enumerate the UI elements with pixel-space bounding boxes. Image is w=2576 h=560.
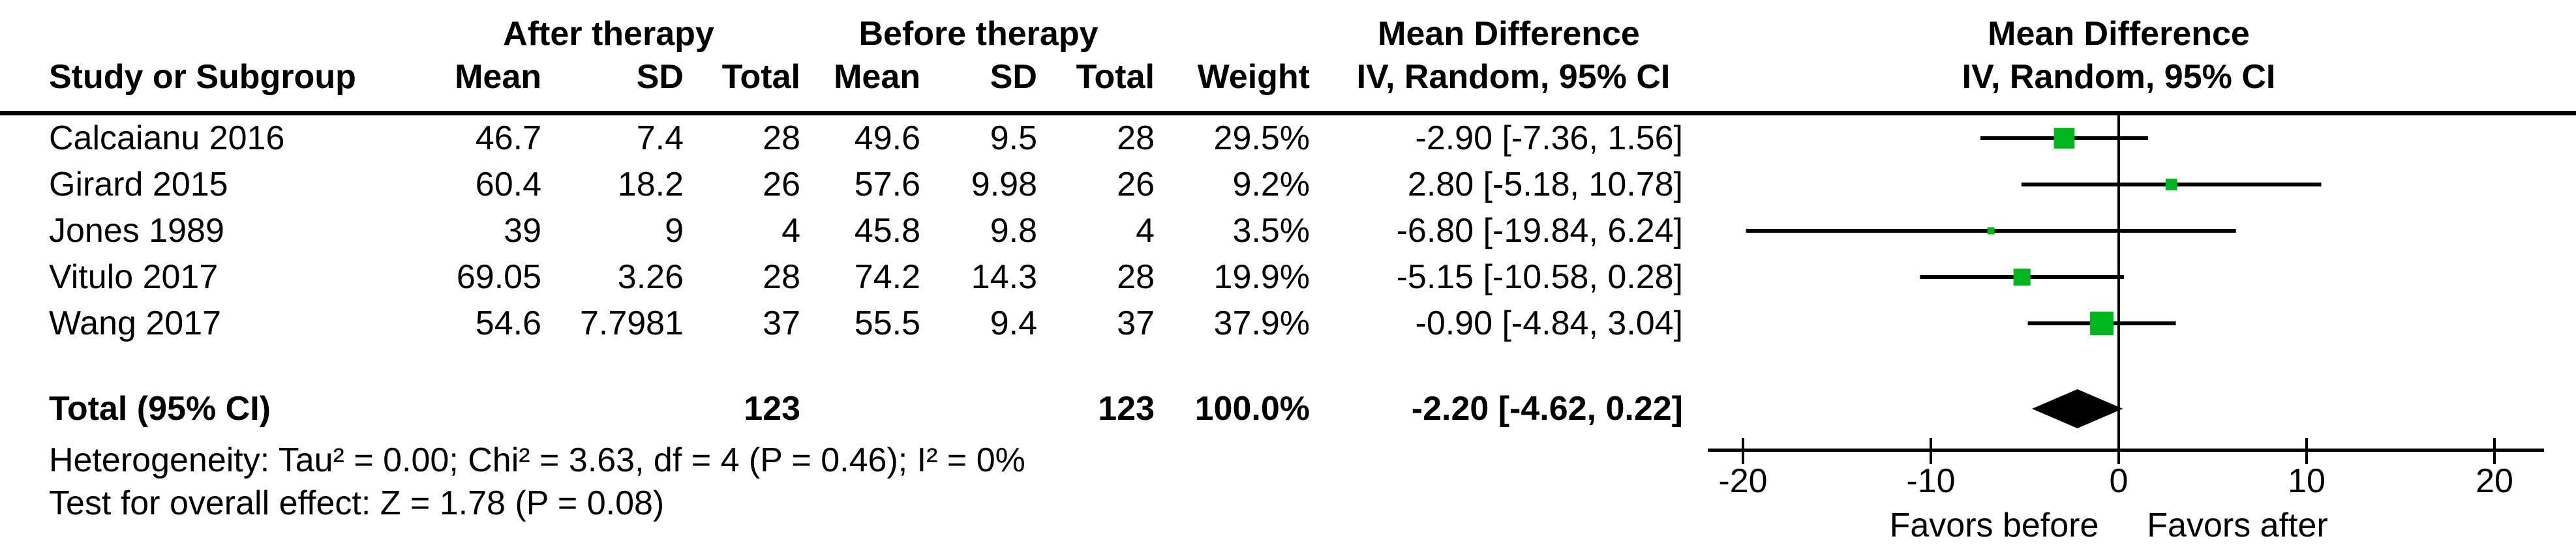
study-row-before-total: 26	[1117, 166, 1155, 203]
study-row-ci-text: -6.80 [-19.84, 6.24]	[1396, 212, 1683, 250]
plot-header-ci: IV, Random, 95% CI	[1962, 58, 2276, 96]
study-row-after-total: 4	[781, 212, 800, 250]
col-header-weight: Weight	[1197, 58, 1310, 96]
total-diamond	[2031, 389, 2123, 428]
study-row-before-total: 4	[1136, 212, 1155, 250]
study-row-before-total: 28	[1117, 258, 1155, 296]
study-row-before-sd: 9.5	[990, 119, 1037, 157]
total-ci-text: -2.20 [-4.62, 0.22]	[1411, 390, 1683, 428]
axis-tick-mark	[2117, 438, 2120, 464]
total-row-label: Total (95% CI)	[49, 390, 271, 428]
axis-tick-label: -10	[1906, 462, 1956, 500]
total-after-n: 123	[744, 390, 800, 428]
x-axis-line	[1708, 449, 2544, 452]
mean-square-marker	[2053, 128, 2075, 149]
study-row-before-sd: 9.8	[990, 212, 1037, 250]
study-row-before-mean: 49.6	[854, 119, 920, 157]
axis-tick-mark	[2305, 438, 2308, 464]
study-row-weight: 3.5%	[1232, 212, 1310, 250]
axis-tick-mark	[2493, 438, 2496, 464]
study-row-after-sd: 18.2	[617, 166, 684, 203]
study-row-before-total: 37	[1117, 304, 1155, 342]
study-row-before-sd: 9.4	[990, 304, 1037, 342]
col-header-sd-after: SD	[636, 58, 684, 96]
study-row-ci-text: -2.90 [-7.36, 1.56]	[1415, 119, 1684, 157]
study-row-after-mean: 39	[504, 212, 541, 250]
study-row-before-total: 28	[1117, 119, 1155, 157]
col-header-ci-text: IV, Random, 95% CI	[1356, 58, 1671, 96]
study-row-after-sd: 7.4	[636, 119, 684, 157]
study-row-study-name: Vitulo 2017	[49, 258, 219, 296]
axis-tick-label: 10	[2288, 462, 2326, 500]
overall-effect-text: Test for overall effect: Z = 1.78 (P = 0…	[49, 484, 665, 522]
group-header-mean-difference-text: Mean Difference	[1378, 15, 1640, 53]
col-header-mean-after: Mean	[455, 58, 541, 96]
zero-line	[2117, 115, 2120, 450]
total-before-n: 123	[1098, 390, 1155, 428]
study-row-study-name: Girard 2015	[49, 166, 228, 203]
group-header-before-therapy: Before therapy	[858, 15, 1099, 53]
study-row-after-total: 28	[763, 258, 800, 296]
study-row-after-mean: 46.7	[475, 119, 541, 157]
header-rule	[0, 111, 2576, 115]
group-header-after-therapy: After therapy	[503, 15, 714, 53]
study-row-before-mean: 55.5	[854, 304, 920, 342]
study-row-weight: 9.2%	[1232, 166, 1310, 203]
mean-square-marker	[2090, 311, 2114, 336]
col-header-mean-before: Mean	[834, 58, 920, 96]
study-row-after-sd: 7.7981	[579, 304, 684, 342]
study-row-weight: 29.5%	[1213, 119, 1310, 157]
mean-square-marker	[2165, 179, 2177, 190]
total-weight: 100.0%	[1194, 390, 1310, 428]
axis-tick-label: -20	[1718, 462, 1768, 500]
study-row-after-total: 26	[763, 166, 800, 203]
study-row-after-mean: 54.6	[475, 304, 541, 342]
col-header-total-after: Total	[721, 58, 800, 96]
study-row-ci-text: 2.80 [-5.18, 10.78]	[1407, 166, 1683, 203]
study-row-ci-text: -5.15 [-10.58, 0.28]	[1396, 258, 1683, 296]
study-row-before-mean: 45.8	[854, 212, 920, 250]
col-header-total-before: Total	[1076, 58, 1155, 96]
study-row-after-total: 37	[763, 304, 800, 342]
axis-tick-label: 0	[2109, 462, 2129, 500]
axis-tick-mark	[1742, 438, 1744, 464]
study-row-after-sd: 9	[665, 212, 684, 250]
study-row-before-sd: 14.3	[971, 258, 1037, 296]
study-row-study-name: Calcaianu 2016	[49, 119, 285, 157]
study-row-before-sd: 9.98	[971, 166, 1037, 203]
heterogeneity-text: Heterogeneity: Tau² = 0.00; Chi² = 3.63,…	[49, 441, 1025, 479]
axis-tick-label: 20	[2476, 462, 2513, 500]
study-row-after-mean: 60.4	[475, 166, 541, 203]
study-row-before-mean: 57.6	[854, 166, 920, 203]
study-row-after-mean: 69.05	[456, 258, 541, 296]
plot-header-mean-difference: Mean Difference	[1988, 15, 2250, 53]
col-header-study: Study or Subgroup	[49, 58, 356, 96]
study-row-weight: 37.9%	[1213, 304, 1310, 342]
mean-square-marker	[2013, 268, 2031, 286]
mean-square-marker	[1987, 227, 1995, 235]
study-row-after-total: 28	[763, 119, 800, 157]
study-row-weight: 19.9%	[1213, 258, 1310, 296]
study-row-study-name: Jones 1989	[49, 212, 224, 250]
study-row-after-sd: 3.26	[617, 258, 684, 296]
study-row-ci-text: -0.90 [-4.84, 3.04]	[1415, 304, 1684, 342]
col-header-sd-before: SD	[990, 58, 1037, 96]
favors-before-label: Favors before	[1889, 507, 2099, 544]
study-row-study-name: Wang 2017	[49, 304, 222, 342]
favors-after-label: Favors after	[2147, 507, 2328, 544]
axis-tick-mark	[1930, 438, 1932, 464]
study-row-before-mean: 74.2	[854, 258, 920, 296]
